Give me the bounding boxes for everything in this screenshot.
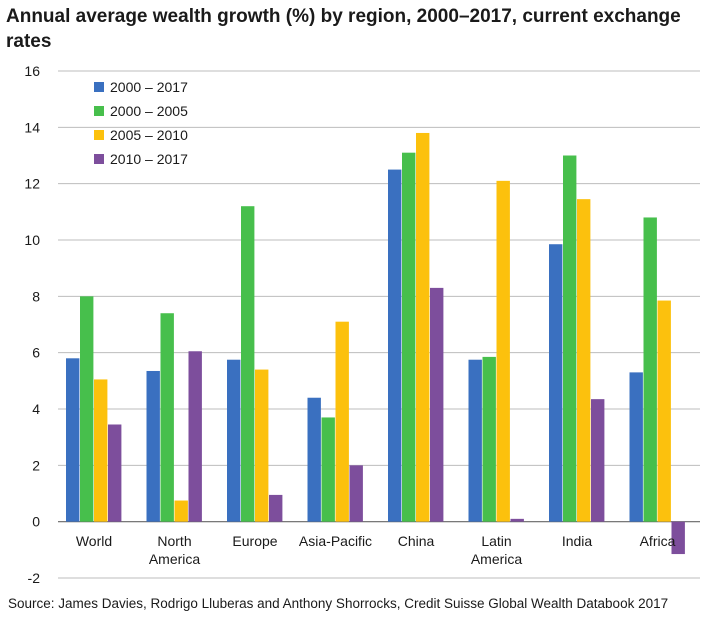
legend-swatch [94,154,104,164]
bar [174,500,188,522]
bar [160,313,174,522]
y-tick-label: 14 [24,119,40,135]
x-tick-label: America [149,551,201,567]
bar [241,206,255,522]
y-tick-label: 12 [24,176,40,192]
bar [629,372,643,522]
bar [402,152,416,522]
bar [108,424,122,522]
x-tick-label: China [398,533,435,549]
bar [430,287,444,522]
x-tick-label: World [76,533,112,549]
legend-swatch [94,106,104,116]
legend: 2000 – 2017 2000 – 2005 2005 – 2010 2010 – … [94,79,188,167]
x-tick-label: North [157,533,191,549]
y-tick-label: 8 [32,288,40,304]
bar [510,518,524,522]
bar [549,244,563,522]
bars [66,132,685,555]
x-tick-label: America [471,551,523,567]
bar [321,417,335,522]
legend-label: 2010 – 2017 [110,151,188,167]
bar [671,521,685,555]
bar [388,169,402,522]
bar [255,369,269,522]
legend-swatch [94,130,104,140]
bar [482,356,496,522]
bar [563,155,577,522]
x-tick-label: India [562,533,593,549]
bar [577,199,591,522]
y-tick-label: 10 [24,232,40,248]
bar [468,359,482,522]
y-tick-label: 0 [32,514,40,530]
bar [307,397,321,522]
source-note: Source: James Davies, Rodrigo Lluberas a… [8,596,669,611]
bar [643,217,657,522]
bar [416,132,430,522]
y-tick-label: -2 [28,570,41,586]
chart-title: Annual average wealth growth (%) by regi… [6,6,681,52]
y-tick-label: 6 [32,345,40,361]
y-tick-label: 16 [24,63,40,79]
bar [188,351,202,522]
bar [591,399,605,522]
y-tick-label: 2 [32,457,40,473]
bar [80,296,94,522]
y-tick-label: 4 [32,401,40,417]
x-axis-labels: World North America Europe Asia-Pacific China… [76,533,676,567]
legend-label: 2005 – 2010 [110,127,188,143]
y-axis-ticks: -2 0 2 4 6 8 10 12 14 16 [24,63,40,586]
bar [496,180,510,522]
legend-label: 2000 – 2005 [110,103,188,119]
bar [335,321,349,522]
x-tick-label: Africa [640,533,676,549]
x-tick-label: Europe [232,533,277,549]
bar [227,359,241,522]
legend-label: 2000 – 2017 [110,79,188,95]
legend-swatch [94,82,104,92]
bar [349,465,363,522]
x-tick-label: Latin [481,533,511,549]
bar [146,370,160,522]
x-tick-label: Asia-Pacific [299,533,372,549]
bar [269,494,283,522]
bar [94,379,108,522]
bar [66,358,80,522]
bar [657,300,671,522]
